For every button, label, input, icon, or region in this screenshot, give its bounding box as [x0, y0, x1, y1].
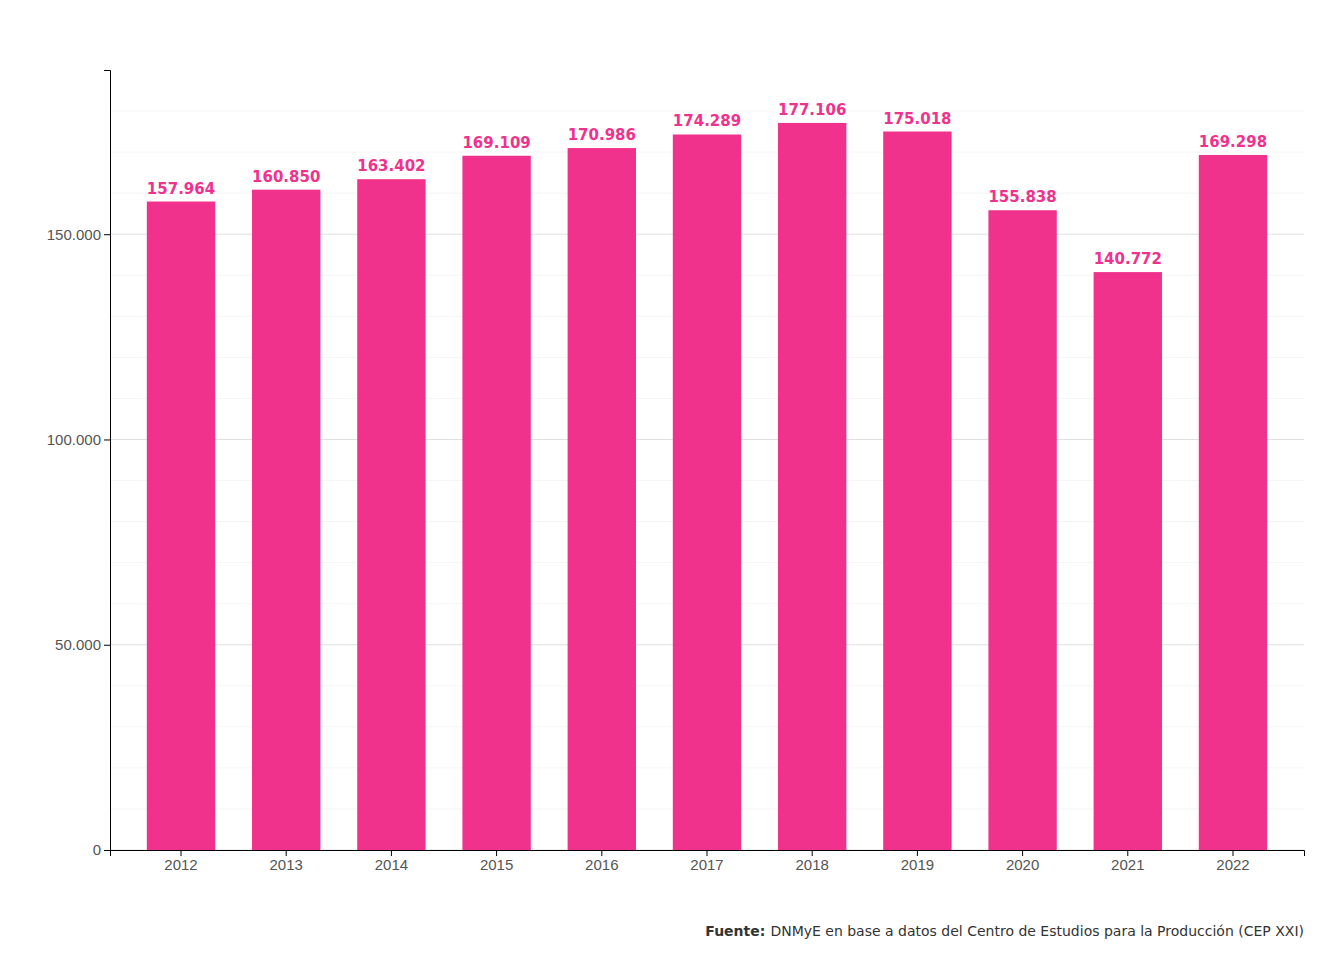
data-label: 140.772: [1094, 250, 1162, 268]
bar: [778, 123, 846, 850]
bar: [462, 156, 530, 850]
y-tick-label: 100.000: [47, 431, 101, 448]
y-axis-line: [104, 71, 111, 851]
data-label: 177.106: [778, 101, 846, 119]
y-tick-mark: [104, 234, 110, 235]
data-label: 174.289: [673, 112, 741, 130]
grid: [110, 111, 1304, 850]
y-tick-label: 0: [93, 841, 101, 858]
bar: [1094, 272, 1162, 850]
y-tick-label: 50.000: [55, 636, 101, 653]
bars: [147, 123, 1267, 850]
bar: [568, 148, 636, 850]
x-tick: 2015: [480, 850, 513, 873]
x-tick-label: 2021: [1111, 856, 1144, 873]
bar: [147, 202, 215, 850]
minor-grid-line: [110, 111, 1304, 112]
chart-svg: 157.964 160.850 163.402 169.109 170.986 174.2…: [0, 0, 1344, 960]
data-label: 169.109: [462, 134, 530, 152]
x-tick: 2019: [901, 850, 934, 873]
y-tick-mark: [104, 645, 110, 646]
footnote-text: DNMyE en base a datos del Centro de Estu…: [770, 923, 1304, 939]
data-label: 160.850: [252, 168, 320, 186]
bar: [988, 210, 1056, 850]
y-axis: 0 50.000 100.000 150.000: [47, 71, 111, 859]
x-tick-label: 2014: [375, 856, 408, 873]
x-tick-label: 2019: [901, 856, 934, 873]
x-tick-label: 2015: [480, 856, 513, 873]
data-label: 169.298: [1199, 133, 1267, 151]
x-tick-label: 2013: [270, 856, 303, 873]
bar: [673, 134, 741, 850]
bar: [1199, 155, 1267, 850]
x-tick-label: 2018: [796, 856, 829, 873]
x-tick: 2018: [796, 850, 829, 873]
x-tick: 2021: [1111, 850, 1144, 873]
x-tick: 2016: [585, 850, 618, 873]
data-label: 175.018: [883, 110, 951, 128]
x-tick-label: 2020: [1006, 856, 1039, 873]
footnote: Fuente: DNMyE en base a datos del Centro …: [705, 923, 1304, 939]
x-tick: 2013: [270, 850, 303, 873]
x-tick-label: 2012: [164, 856, 197, 873]
y-tick: 100.000: [47, 431, 110, 448]
y-tick: 50.000: [55, 636, 110, 653]
y-tick: 150.000: [47, 226, 110, 243]
x-tick: 2017: [690, 850, 723, 873]
bar: [883, 132, 951, 850]
x-tick: 2014: [375, 850, 408, 873]
bar: [252, 190, 320, 850]
x-tick-label: 2017: [690, 856, 723, 873]
plot-area: 157.964 160.850 163.402 169.109 170.986 174.2…: [47, 71, 1305, 873]
data-labels: 157.964 160.850 163.402 169.109 170.986 174.2…: [147, 101, 1267, 268]
y-tick-label: 150.000: [47, 226, 101, 243]
x-tick: 2022: [1216, 850, 1249, 873]
data-label: 163.402: [357, 157, 425, 175]
y-tick-mark: [104, 439, 110, 440]
footnote-label: Fuente:: [705, 923, 765, 939]
y-tick: 0: [93, 841, 110, 858]
data-label: 157.964: [147, 180, 215, 198]
chart-container: 157.964 160.850 163.402 169.109 170.986 174.2…: [0, 0, 1344, 960]
bar: [357, 179, 425, 850]
x-axis: 2012 2013 2014 2015 2016 2017 2018 2019 2020 2021…: [111, 850, 1305, 873]
x-tick: 2020: [1006, 850, 1039, 873]
data-label: 170.986: [568, 126, 636, 144]
x-tick: 2012: [164, 850, 197, 873]
x-tick-label: 2022: [1216, 856, 1249, 873]
x-tick-label: 2016: [585, 856, 618, 873]
y-tick-mark: [104, 850, 110, 851]
data-label: 155.838: [988, 188, 1056, 206]
